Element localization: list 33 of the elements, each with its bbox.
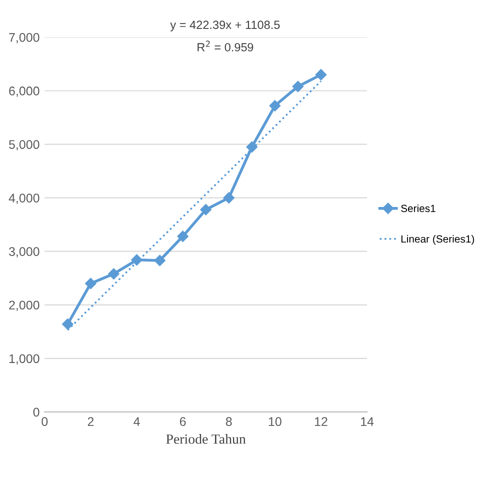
point [108,268,120,280]
point [154,254,166,266]
y-tick-label: 2,000 [9,300,40,312]
point [62,318,74,330]
point [200,204,212,216]
x-tick-label: 4 [134,417,140,426]
y-tick-label: 3,000 [8,247,40,258]
point [246,141,258,153]
y-tick-label: 6,000 [9,86,40,97]
point [131,254,142,266]
point [315,69,327,80]
point [85,278,96,290]
x-axis-title: Periode Tahun [166,434,246,444]
point [177,230,188,242]
x-tick-label: 6 [180,417,186,426]
y-tick-label: 0 [33,408,40,417]
y-tick-label: 7,000 [9,33,40,44]
x-tick-label: 0 [42,417,48,426]
x-tick-label: 8 [226,417,232,426]
legend-label: Linear (Series1) [401,235,474,245]
x-tick-label: 10 [268,417,282,426]
annotation: R$^{2}$ = 0.959 [198,40,254,52]
x-tick-label: 14 [361,417,374,426]
legend-label: Series1 [401,204,436,212]
x-tick-label: 2 [88,417,94,426]
text: y = 422.39x + 1108.5 [170,20,280,32]
point [223,192,234,204]
point [269,100,281,112]
y-tick-label: 1,000 [9,354,40,365]
y-tick-label: 4,000 [8,194,40,204]
point [292,80,304,92]
x-tick-label: 12 [314,417,328,426]
y-tick-label: 5,000 [9,140,40,150]
